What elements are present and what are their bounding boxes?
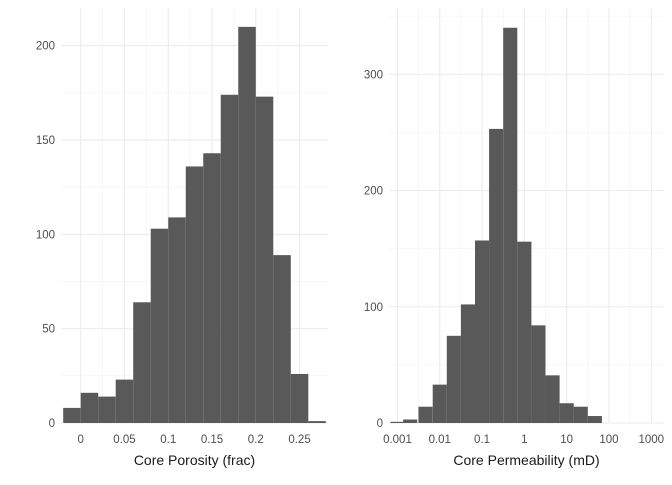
porosity-y-tick-label: 100 — [36, 229, 55, 241]
porosity-bar-12 — [273, 255, 291, 423]
permeability-histogram-panel: 0 100 200 300 0.001 0.01 0.1 1 10 100 1000 Core Per… — [364, 8, 664, 468]
porosity-y-tick-label: 50 — [42, 324, 55, 336]
permeability-bar-9 — [517, 241, 532, 423]
porosity-bar-11 — [255, 96, 274, 423]
permeability-bar-10 — [531, 325, 546, 423]
permeability-bar-3 — [432, 384, 447, 423]
porosity-bar-1 — [80, 392, 99, 423]
permeability-x-tick-label: 0.1 — [474, 434, 490, 446]
permeability-bar-11 — [545, 375, 560, 423]
porosity-x-tick-label: 0.15 — [201, 434, 223, 446]
porosity-y-tick-label: 150 — [36, 135, 55, 147]
permeability-bar-7 — [489, 128, 504, 423]
permeability-x-tick-label: 1 — [521, 434, 527, 446]
porosity-bar-0 — [63, 407, 81, 423]
porosity-x-tick-label: 0.05 — [113, 434, 135, 446]
permeability-bar-13 — [573, 406, 588, 423]
porosity-bar-13 — [290, 373, 309, 423]
permeability-y-tick-label: 300 — [364, 69, 383, 81]
permeability-x-tick-label: 1000 — [638, 434, 664, 446]
porosity-bar-8 — [203, 153, 221, 423]
porosity-bar-3 — [115, 379, 134, 423]
porosity-histogram-panel: 0 50 100 150 200 0 0.05 0.1 0.15 0.2 0.25 Core Poro… — [36, 8, 328, 468]
permeability-bar-8 — [503, 27, 518, 424]
porosity-x-tick-label: 0.25 — [288, 434, 310, 446]
permeability-x-tick-label: 0.01 — [429, 434, 451, 446]
permeability-x-tick-label: 10 — [560, 434, 573, 446]
porosity-bar-5 — [150, 228, 169, 423]
permeability-bar-2 — [418, 406, 433, 423]
permeability-bar-12 — [559, 403, 574, 423]
permeability-x-tick-label: 0.001 — [383, 434, 412, 446]
porosity-bar-2 — [98, 396, 116, 423]
permeability-bar-1 — [403, 419, 418, 423]
permeability-x-tick-label: 100 — [599, 434, 618, 446]
porosity-bar-10 — [238, 26, 256, 423]
permeability-bar-0 — [390, 421, 405, 423]
porosity-x-tick-label: 0 — [77, 434, 83, 446]
permeability-x-axis-title: Core Permeability (mD) — [453, 452, 599, 468]
porosity-bar-9 — [220, 94, 239, 423]
permeability-bar-6 — [475, 240, 490, 423]
permeability-bar-4 — [446, 335, 461, 423]
porosity-y-tick-label: 0 — [49, 418, 55, 430]
porosity-bar-6 — [168, 217, 186, 423]
porosity-y-tick-label: 200 — [36, 41, 55, 53]
permeability-y-tick-label: 200 — [364, 186, 383, 198]
porosity-x-axis-title: Core Porosity (frac) — [134, 452, 255, 468]
permeability-y-tick-label: 100 — [364, 302, 383, 314]
porosity-x-tick-label: 0.1 — [160, 434, 176, 446]
porosity-x-tick-label: 0.2 — [248, 434, 264, 446]
permeability-bar-14 — [587, 416, 602, 423]
porosity-bar-7 — [185, 166, 204, 424]
permeability-bar-5 — [460, 304, 476, 423]
porosity-bar-14 — [308, 421, 326, 423]
permeability-y-tick-label: 0 — [377, 418, 383, 430]
porosity-bar-4 — [133, 302, 151, 423]
